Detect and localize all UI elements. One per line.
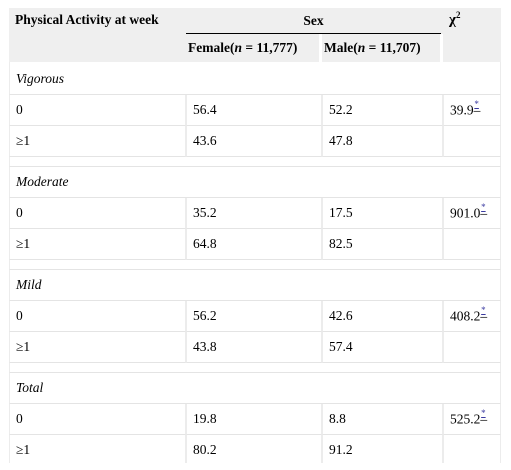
chi-dash: – (480, 411, 488, 427)
group-label: Moderate (9, 167, 501, 198)
row-label: 0 (9, 404, 186, 435)
spacer-cell (9, 260, 501, 270)
table-row: ≥1 43.6 47.8 (9, 126, 501, 157)
significance-footnote-link[interactable]: * (481, 305, 486, 316)
male-value: 8.8 (322, 404, 443, 435)
table-row: ≥1 64.8 82.5 (9, 229, 501, 260)
header-female: Female(n = 11,777) (186, 34, 322, 62)
table-row: 0 19.8 8.8 525.2–* (9, 404, 501, 435)
spacer-cell (9, 363, 501, 373)
group-label: Vigorous (9, 62, 501, 95)
male-value: 82.5 (322, 229, 443, 260)
header-chi-square: χ2 (443, 8, 501, 62)
significance-footnote-link[interactable]: * (481, 408, 486, 419)
group-spacer (9, 363, 501, 373)
table-row: ≥1 80.2 91.2 (9, 435, 501, 463)
table-row: ≥1 43.8 57.4 (9, 332, 501, 363)
male-value: 42.6 (322, 301, 443, 332)
chi-power: 2 (455, 10, 461, 20)
chi-dash: – (480, 308, 488, 324)
chi-value-cell (443, 332, 501, 363)
chi-value: 408.2 (450, 308, 481, 324)
row-label: ≥1 (9, 229, 186, 260)
chi-value-cell (443, 126, 501, 157)
male-value: 57.4 (322, 332, 443, 363)
chi-dash: – (473, 102, 481, 118)
row-label: ≥1 (9, 435, 186, 463)
table-row: 0 56.2 42.6 408.2–* (9, 301, 501, 332)
female-value: 56.2 (186, 301, 322, 332)
significance-footnote-link[interactable]: * (481, 202, 486, 213)
group-row: Total (9, 373, 501, 404)
row-label: ≥1 (9, 332, 186, 363)
header-physical-activity: Physical Activity at week (9, 8, 186, 62)
chi-value-cell (443, 435, 501, 463)
chi-value: 525.2 (450, 411, 481, 427)
header-sex: Sex (186, 8, 443, 35)
chi-symbol: χ (449, 12, 456, 28)
table-header: Physical Activity at week Sex χ2 Female(… (9, 8, 501, 62)
header-male: Male(n = 11,707) (322, 34, 443, 62)
female-value: 35.2 (186, 198, 322, 229)
spacer-cell (9, 157, 501, 167)
group-spacer (9, 157, 501, 167)
header-sex-label: Sex (186, 9, 441, 34)
chi-value: 39.9 (450, 102, 474, 118)
table-body: Vigorous 0 56.4 52.2 39.9–* ≥1 43.6 47.8 Moderat… (9, 62, 501, 463)
female-value: 56.4 (186, 95, 322, 126)
table-row: 0 56.4 52.2 39.9–* (9, 95, 501, 126)
group-row: Moderate (9, 167, 501, 198)
chi-value-cell: 39.9–* (443, 95, 501, 126)
male-value: 17.5 (322, 198, 443, 229)
group-label: Total (9, 373, 501, 404)
row-label: 0 (9, 301, 186, 332)
chi-value: 901.0 (450, 205, 481, 221)
female-value: 80.2 (186, 435, 322, 463)
table-row: 0 35.2 17.5 901.0–* (9, 198, 501, 229)
group-row: Vigorous (9, 62, 501, 95)
female-value: 64.8 (186, 229, 322, 260)
female-value: 19.8 (186, 404, 322, 435)
male-value: 52.2 (322, 95, 443, 126)
physical-activity-table: Physical Activity at week Sex χ2 Female(… (9, 8, 501, 463)
chi-dash: – (480, 205, 488, 221)
significance-footnote-link[interactable]: * (474, 99, 479, 110)
chi-value-cell: 901.0–* (443, 198, 501, 229)
row-label: 0 (9, 95, 186, 126)
group-spacer (9, 260, 501, 270)
female-value: 43.6 (186, 126, 322, 157)
row-label: 0 (9, 198, 186, 229)
chi-value-cell: 408.2–* (443, 301, 501, 332)
chi-value-cell: 525.2–* (443, 404, 501, 435)
table-container: Physical Activity at week Sex χ2 Female(… (9, 8, 502, 463)
male-value: 47.8 (322, 126, 443, 157)
chi-value-cell (443, 229, 501, 260)
group-row: Mild (9, 270, 501, 301)
group-label: Mild (9, 270, 501, 301)
male-value: 91.2 (322, 435, 443, 463)
row-label: ≥1 (9, 126, 186, 157)
female-value: 43.8 (186, 332, 322, 363)
